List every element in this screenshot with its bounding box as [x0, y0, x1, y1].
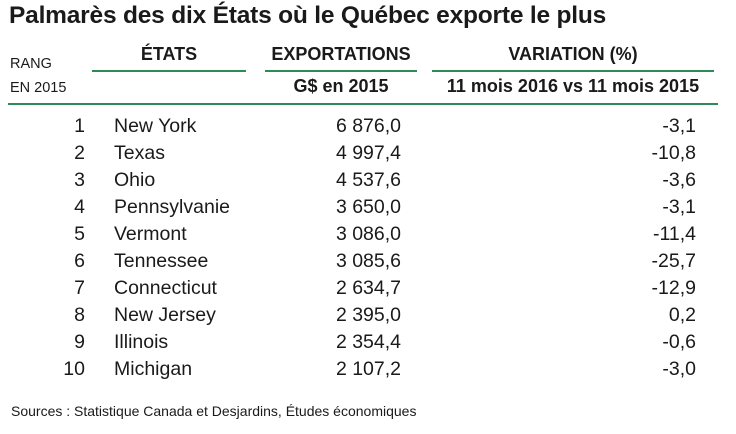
state-cell: Vermont: [114, 223, 187, 245]
rank-cell: 4: [74, 196, 85, 218]
table-row: 9 Illinois 2 354,4 -0,6: [0, 329, 736, 356]
state-cell: Illinois: [114, 331, 169, 353]
exports-cell: 3 086,0: [335, 223, 401, 245]
state-cell: New Jersey: [114, 304, 216, 326]
variation-cell: -3,0: [662, 358, 696, 380]
rank-cell: 7: [74, 277, 85, 299]
variation-header: VARIATION (%): [508, 44, 638, 64]
table-row: 6 Tennessee 3 085,6 -25,7: [0, 248, 736, 275]
exports-cell: 2 354,4: [335, 331, 401, 353]
table-row: 7 Connecticut 2 634,7 -12,9: [0, 275, 736, 302]
rank-cell: 1: [74, 115, 85, 137]
exports-cell: 3 085,6: [335, 250, 401, 272]
table-row: 10 Michigan 2 107,2 -3,0: [0, 356, 736, 383]
table-row: 2 Texas 4 997,4 -10,8: [0, 140, 736, 167]
exports-unit-header: G$ en 2015: [293, 76, 389, 96]
rank-header-line1: RANG: [10, 56, 52, 72]
variation-cell: -3,6: [662, 169, 696, 191]
state-cell: Texas: [114, 142, 165, 164]
variation-period-header: 11 mois 2016 vs 11 mois 2015: [446, 76, 700, 96]
variation-cell: -12,9: [651, 277, 696, 299]
page-title: Palmarès des dix États où le Québec expo…: [9, 2, 607, 29]
exports-cell: 2 395,0: [335, 304, 401, 326]
states-header-rule: [92, 70, 246, 72]
state-cell: New York: [114, 115, 197, 137]
table-row: 3 Ohio 4 537,6 -3,6: [0, 167, 736, 194]
rank-cell: 3: [74, 169, 85, 191]
table-top-rule: [8, 103, 718, 105]
variation-cell: -25,7: [651, 250, 696, 272]
rank-cell: 6: [74, 250, 85, 272]
rank-header-line2: EN 2015: [10, 80, 67, 96]
state-cell: Michigan: [114, 358, 193, 380]
table-row: 4 Pennsylvanie 3 650,0 -3,1: [0, 194, 736, 221]
rank-cell: 9: [74, 331, 85, 353]
variation-header-rule: [432, 70, 714, 72]
state-cell: Connecticut: [114, 277, 217, 299]
rank-cell: 5: [74, 223, 85, 245]
rank-cell: 8: [74, 304, 85, 326]
table-row: 5 Vermont 3 086,0 -11,4: [0, 221, 736, 248]
rank-cell: 10: [63, 358, 85, 380]
table-row: 1 New York 6 876,0 -3,1: [0, 113, 736, 140]
exports-cell: 2 634,7: [335, 277, 401, 299]
exports-header-rule: [265, 70, 417, 72]
variation-cell: -3,1: [662, 196, 696, 218]
exports-cell: 3 650,0: [335, 196, 401, 218]
variation-cell: -0,6: [662, 331, 696, 353]
state-cell: Ohio: [114, 169, 156, 191]
states-header: ÉTATS: [140, 44, 198, 64]
rank-cell: 2: [74, 142, 85, 164]
exports-header: EXPORTATIONS: [271, 44, 411, 64]
table-row: 8 New Jersey 2 395,0 0,2: [0, 302, 736, 329]
exports-cell: 6 876,0: [335, 115, 401, 137]
state-cell: Pennsylvanie: [114, 196, 230, 218]
exports-cell: 2 107,2: [335, 358, 401, 380]
variation-cell: 0,2: [668, 304, 696, 326]
exports-cell: 4 997,4: [335, 142, 401, 164]
variation-cell: -11,4: [653, 223, 696, 245]
exports-cell: 4 537,6: [335, 169, 401, 191]
source-note: Sources : Statistique Canada et Desjardi…: [11, 403, 417, 419]
variation-cell: -3,1: [662, 115, 696, 137]
variation-cell: -10,8: [651, 142, 696, 164]
state-cell: Tennessee: [114, 250, 209, 272]
